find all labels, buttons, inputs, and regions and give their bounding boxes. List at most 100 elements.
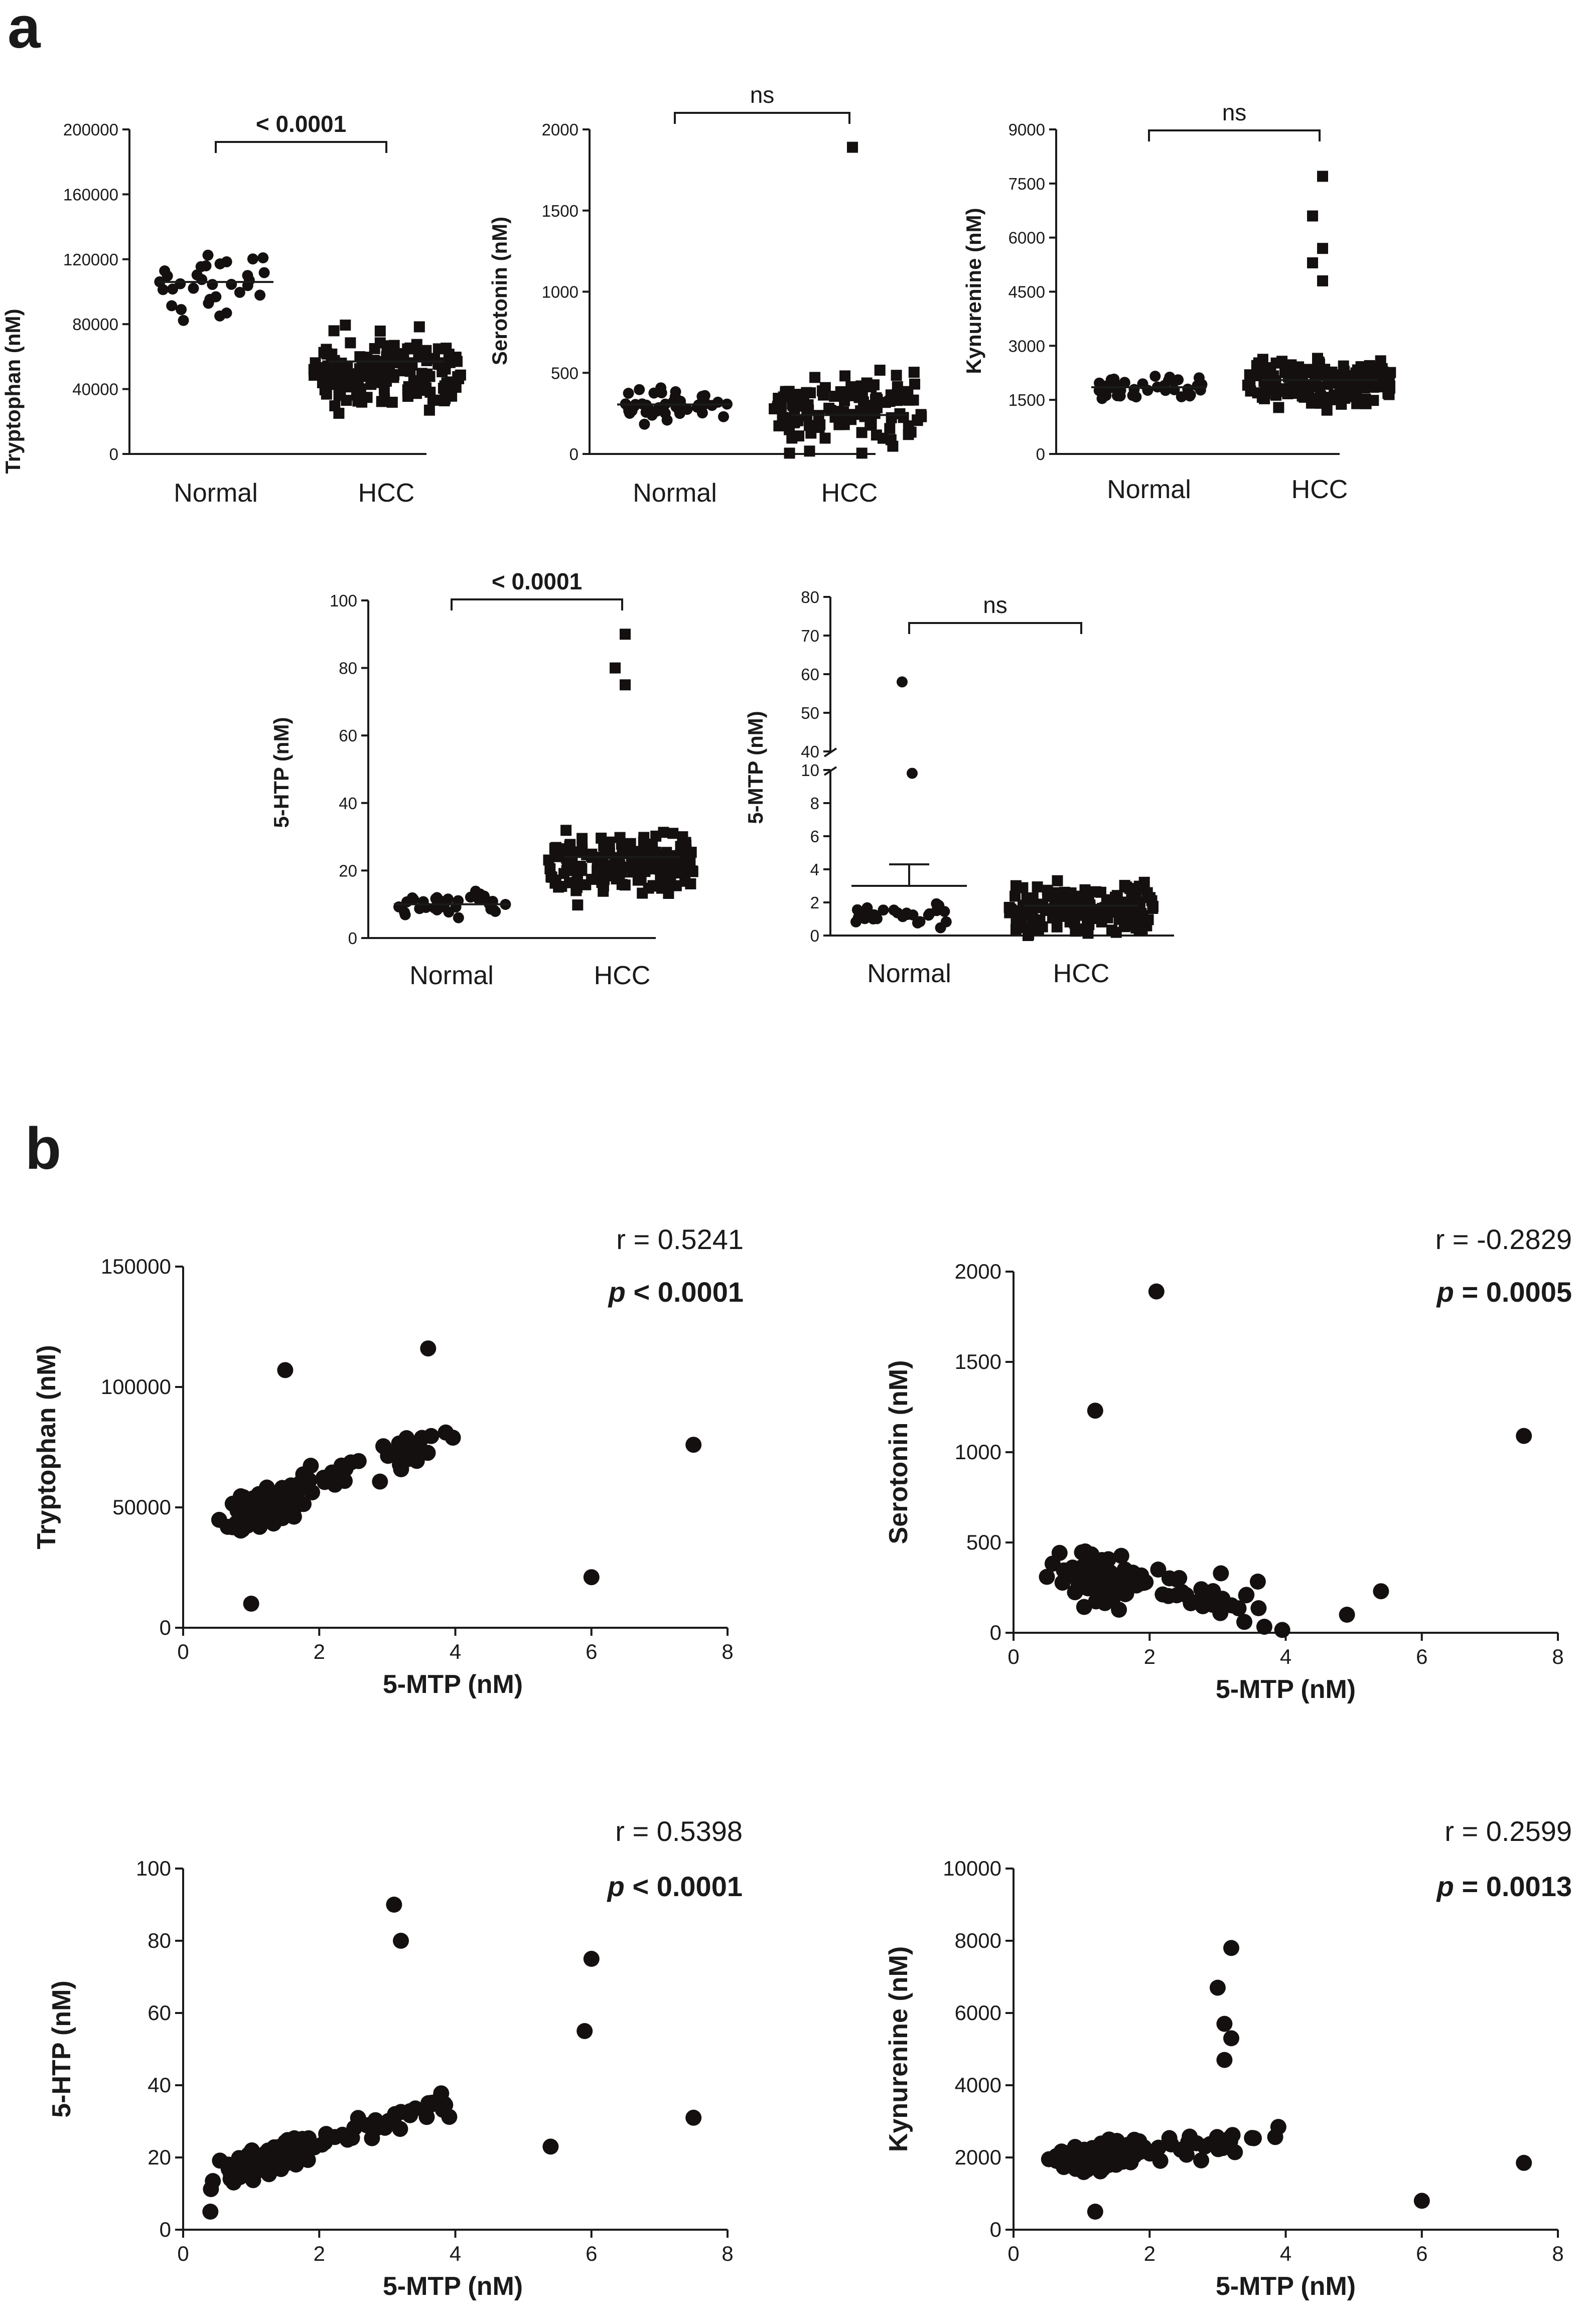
y-tick-label: 10: [801, 761, 819, 780]
data-point: [908, 367, 920, 378]
y-tick-label: 200000: [63, 120, 118, 139]
category-label: Normal: [633, 479, 717, 508]
p-value: < 0.0001: [626, 1276, 744, 1308]
data-point: [623, 847, 635, 859]
data-point: [1051, 1544, 1068, 1561]
data-point: [1054, 1575, 1071, 1591]
y-tick-label: 9000: [1008, 120, 1045, 139]
outlier-point: [1317, 171, 1328, 182]
data-point: [232, 1520, 249, 1536]
data-point: [1051, 921, 1063, 933]
data-point: [273, 1487, 290, 1503]
data-point: [440, 393, 451, 404]
data-point: [245, 1499, 261, 1515]
outlier-point: [1209, 1979, 1226, 1996]
data-point: [1182, 383, 1194, 395]
charts-container: 04000080000120000160000200000Tryptophan …: [1, 82, 1572, 2301]
y-tick-label: 0: [1036, 445, 1045, 463]
y-tick-label: 0: [160, 2218, 171, 2241]
data-point: [823, 402, 835, 414]
data-point: [857, 381, 869, 393]
data-point: [567, 865, 579, 876]
x-axis-label: 5-MTP (nM): [383, 1670, 523, 1699]
y-tick-label: 40: [801, 742, 819, 761]
data-point: [1090, 886, 1102, 897]
x-tick-label: 6: [586, 1640, 597, 1663]
y-tick-label: 80000: [72, 315, 118, 334]
x-tick-label: 8: [722, 1640, 733, 1663]
y-tick-label: 8000: [955, 1929, 1001, 1952]
data-point: [220, 2156, 237, 2173]
data-point: [1224, 2127, 1241, 2143]
x-tick-label: 6: [586, 2242, 597, 2265]
data-point: [1079, 2161, 1095, 2178]
data-point: [437, 2097, 454, 2113]
data-point: [374, 326, 386, 337]
outlier-point: [386, 1897, 402, 1913]
data-point: [663, 888, 674, 899]
x-axis-label: 5-MTP (nM): [1216, 1675, 1356, 1704]
data-point: [1197, 2138, 1213, 2155]
data-point: [866, 418, 877, 430]
y-tick-label: 160000: [63, 185, 118, 204]
p-value: < 0.0001: [625, 1871, 743, 1902]
data-point: [264, 1497, 280, 1513]
data-point: [1181, 2136, 1198, 2152]
data-point: [1071, 2149, 1087, 2166]
data-point: [1018, 922, 1030, 934]
data-point: [1250, 1600, 1267, 1616]
y-axis-label: Kynurenine (nM): [884, 1946, 913, 2152]
data-point: [431, 904, 443, 915]
data-point: [614, 832, 626, 843]
y-tick-label: 1500: [542, 202, 579, 220]
data-point: [1276, 356, 1288, 367]
group-hcc: [543, 629, 698, 911]
p-value-label: p = 0.0013: [1436, 1871, 1572, 1902]
data-point: [256, 1510, 272, 1526]
y-tick-label: 2: [810, 893, 819, 912]
data-point: [1076, 1599, 1092, 1615]
data-point: [252, 2160, 269, 2177]
data-point: [1099, 1581, 1116, 1597]
data-point: [940, 916, 952, 927]
data-point: [411, 339, 422, 350]
x-tick-label: 2: [314, 2242, 325, 2265]
data-point: [1196, 379, 1208, 390]
data-point: [564, 877, 575, 888]
data-point: [845, 381, 857, 392]
y-tick-label: 6000: [1008, 229, 1045, 247]
data-point: [159, 265, 171, 276]
data-point: [1097, 2145, 1114, 2161]
significance-label: < 0.0001: [256, 111, 346, 137]
data-point: [564, 841, 575, 852]
correlation-r-label: r = 0.5241: [616, 1223, 744, 1255]
data-point: [1332, 376, 1343, 388]
data-point: [1118, 909, 1130, 921]
data-point: [340, 381, 352, 393]
data-point: [380, 1448, 396, 1464]
x-tick-label: 8: [1552, 2242, 1563, 2265]
group-normal: [617, 382, 733, 430]
data-point: [413, 350, 424, 361]
significance-bracket: [1148, 129, 1321, 141]
data-point: [1027, 913, 1039, 925]
data-point: [1375, 355, 1386, 367]
data-point: [1150, 1562, 1167, 1578]
panel-letter-a: a: [8, 0, 41, 61]
p-value-label: p = 0.0005: [1436, 1276, 1572, 1308]
data-point: [437, 366, 448, 378]
data-point: [634, 384, 645, 395]
data-point: [658, 827, 669, 838]
data-point: [450, 382, 462, 393]
data-point: [771, 403, 783, 414]
data-point: [644, 853, 655, 865]
y-tick-label: 40: [148, 2073, 171, 2097]
outlier-point: [620, 679, 631, 691]
data-point: [892, 395, 903, 406]
data-point: [651, 405, 663, 417]
x-tick-label: 2: [1144, 2242, 1156, 2265]
y-tick-label: 20: [339, 861, 357, 880]
group-normal: [850, 676, 967, 934]
data-point: [592, 864, 603, 876]
data-point: [892, 381, 903, 392]
